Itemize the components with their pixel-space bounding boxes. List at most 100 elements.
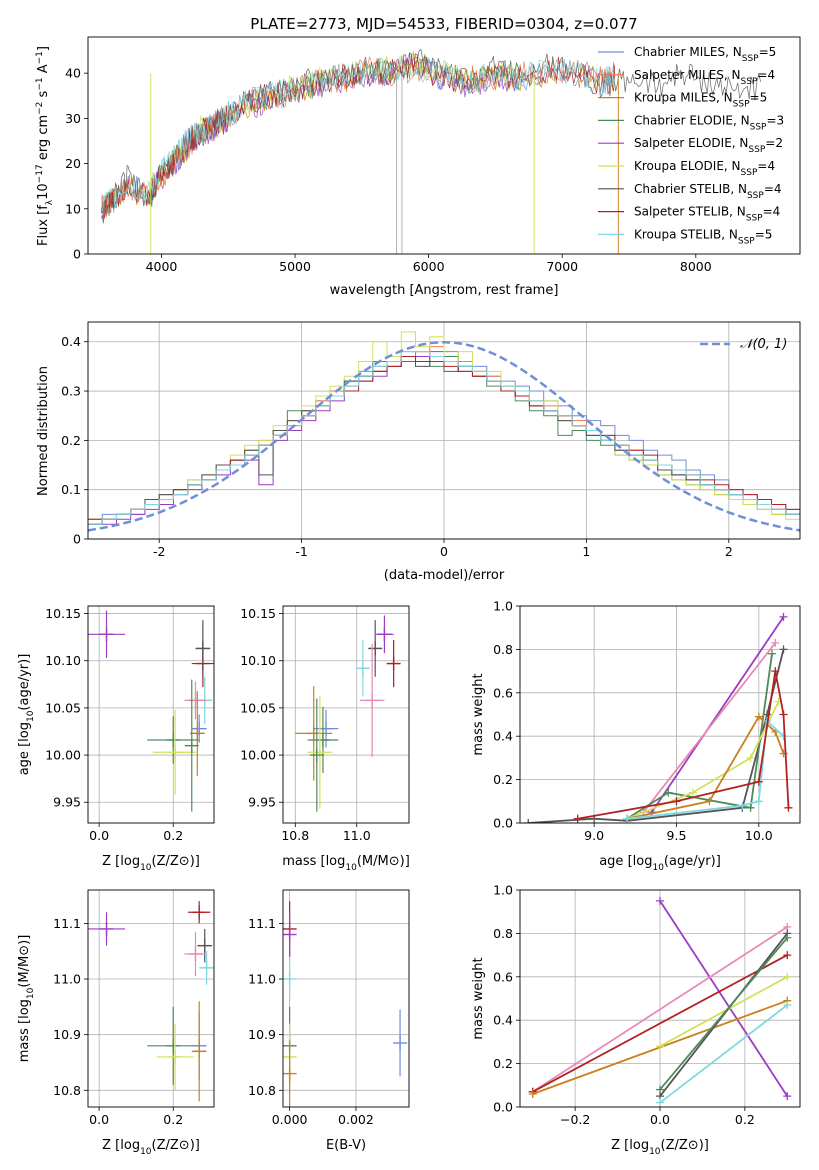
axes-frame (282, 605, 410, 824)
x-axis-label-part: 10 (140, 863, 152, 873)
data-point (375, 615, 394, 654)
x-axis-label: wavelength [Angstrom, rest frame] (330, 283, 559, 298)
data-point (393, 1009, 408, 1077)
legend-entry-part: =4 (757, 68, 775, 82)
data-point (307, 695, 333, 809)
y-axis-label-part: Flux [f (36, 205, 51, 246)
data-point (195, 620, 211, 677)
x-tick-label: 5000 (279, 259, 311, 274)
y-tick-label: 10.8 (248, 1083, 276, 1098)
x-axis-label: mass [log10(M/M⊙)] (282, 854, 410, 873)
legend-entry-part: Kroupa STELIB, N (634, 227, 738, 241)
y-tick-label: 10.10 (240, 653, 276, 668)
y-tick-label: 10.9 (248, 1027, 276, 1042)
plus-marker (783, 972, 792, 981)
plus-marker (779, 710, 788, 719)
legend-entry-part: =5 (759, 45, 777, 59)
plus-marker (746, 753, 755, 762)
x-tick-label: -1 (295, 544, 307, 559)
x-tick-label: 4000 (146, 259, 178, 274)
y-tick-label: 0.0 (493, 1100, 513, 1115)
x-axis-label: Z [log10(Z/Z⊙)] (611, 1138, 709, 1157)
legend-entry-part: Salpeter STELIB, N (634, 205, 746, 219)
data-point (156, 1023, 194, 1091)
y-tick-label: 0.6 (493, 969, 513, 984)
data-point (283, 956, 297, 1002)
plot-area (528, 896, 792, 1107)
y-axis-label-part: s (36, 90, 51, 101)
axes-frame (87, 321, 801, 540)
data-point (386, 639, 401, 688)
y-tick-label: 10.8 (53, 1083, 81, 1098)
y-axis-label: mass weight (471, 673, 486, 755)
y-axis-label-part: age [log (17, 722, 32, 775)
y-axis-label-part: −1 (35, 51, 45, 64)
plus-marker (688, 788, 697, 797)
y-tick-label: 0.4 (493, 729, 513, 744)
y-tick-label: 30 (65, 111, 81, 126)
legend-entry-part: =4 (763, 205, 781, 219)
y-tick-label: 20 (65, 156, 81, 171)
plot-area (88, 901, 214, 1102)
x-axis-label: Z [log10(Z/Z⊙)] (102, 854, 200, 873)
y-tick-label: 10.10 (45, 653, 81, 668)
plus-marker (656, 1098, 664, 1107)
x-tick-label: 2 (725, 544, 733, 559)
plus-marker (754, 797, 763, 806)
legend-entry: Chabrier MILES, NSSP=5 (634, 45, 776, 64)
plot-area (88, 610, 214, 812)
y-tick-label: 11.1 (53, 916, 81, 931)
axes-frame (282, 889, 410, 1108)
legend-entry: Kroupa STELIB, NSSP=5 (634, 227, 772, 246)
data-point (152, 709, 198, 795)
x-axis-label-part: )] (400, 854, 410, 869)
legend-entry-part: SSP (748, 145, 765, 155)
x-tick-label: 9.0 (584, 828, 604, 843)
y-tick-label: 0.0 (493, 816, 513, 831)
x-tick-label: 7000 (546, 259, 578, 274)
y-tick-label: 10.05 (45, 700, 81, 715)
axes-frame (87, 36, 801, 255)
panel-residuals: -2 -1 0 1 2 0 0.1 0.2 0.3 0.4 (data-model)/error No… (36, 321, 801, 583)
y-axis-label-part: mass [log (17, 999, 32, 1062)
data-point (283, 1040, 297, 1107)
x-axis-label-part: )] (190, 854, 200, 869)
weight-line (642, 642, 777, 813)
y-axis-label: Flux [fλ10−17 erg cm−2 s−1 A−1] (35, 46, 55, 246)
plus-marker (754, 777, 763, 786)
plot-area (295, 615, 401, 812)
plus-marker (528, 1089, 537, 1098)
plus-marker (705, 797, 714, 806)
data-point (197, 928, 213, 963)
y-tick-label: 0.3 (61, 384, 81, 399)
legend-entry: Chabrier STELIB, NSSP=4 (634, 182, 782, 201)
plus-marker (779, 645, 788, 654)
x-tick-label: 0.2 (735, 1112, 755, 1127)
x-axis-label-part: )] (699, 1138, 709, 1153)
data-point (147, 716, 200, 764)
figure-title: PLATE=2773, MJD=54533, FIBERID=0304, z=0… (250, 15, 637, 33)
y-axis-label-part: A (36, 64, 51, 77)
panel-spectrum: 4000 5000 6000 7000 8000 0 10 20 30 40 wavelength … (35, 36, 801, 298)
x-axis-label-part: age [log (599, 854, 652, 869)
x-axis-label-part: Z [log (611, 1138, 649, 1153)
plus-marker (738, 801, 747, 810)
plot-area (101, 48, 762, 254)
data-point (295, 686, 333, 781)
plus-marker (783, 951, 792, 960)
x-axis-label-part: 10 (652, 863, 664, 873)
y-tick-label: 10.15 (45, 606, 81, 621)
y-axis-label-part: (age/yr)] (17, 654, 32, 711)
series-line (101, 57, 616, 212)
data-point (184, 681, 207, 720)
y-tick-label: 11.0 (248, 972, 276, 987)
x-tick-label: 0.0 (89, 828, 109, 843)
legend-entry-part: Kroupa MILES, N (634, 91, 733, 105)
gaussian-curve (88, 340, 800, 532)
x-axis-label-part: )] (190, 1138, 200, 1153)
panel-mass-vs-z: 0.0 0.210.810.911.011.1Z [log10(Z/Z⊙)]mas… (17, 889, 215, 1157)
y-axis-label-part: −1 (35, 77, 45, 90)
plot-area (88, 331, 800, 532)
legend-entry-part: =4 (757, 159, 775, 173)
weight-line (626, 701, 780, 820)
